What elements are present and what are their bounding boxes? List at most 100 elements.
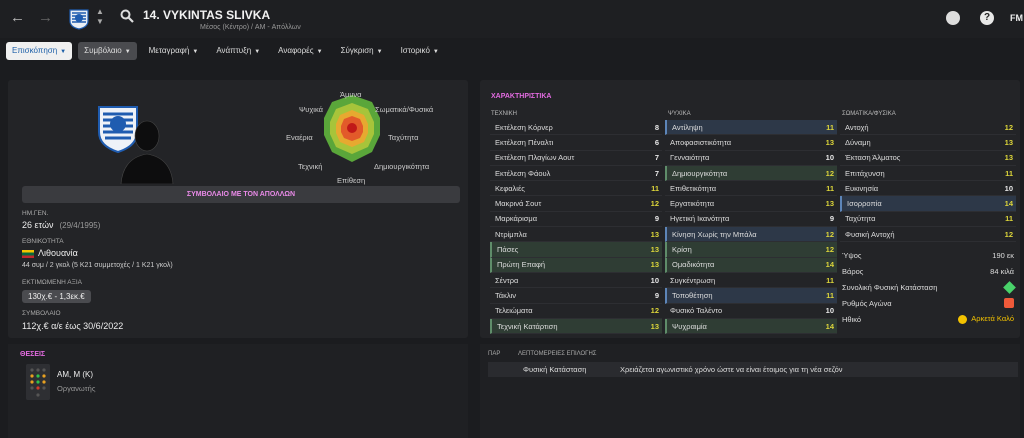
attribute-row[interactable]: Εκτέλεση Πλαγίων Αουτ 7 <box>490 151 662 166</box>
radar-label-mental: Ψυχικά <box>299 105 323 114</box>
attribute-row[interactable]: Πάσες 13 <box>490 242 662 258</box>
selection-col-par: ΠΑΡ <box>488 351 501 357</box>
attribute-row[interactable]: Τάκλιν 9 <box>490 288 662 304</box>
mental-attributes: Αντίληψη 11 Αποφασιστικότητα 13 Γενναιότητα 1… <box>665 120 837 335</box>
attribute-row[interactable]: Επιθετικότητα 11 <box>665 181 837 197</box>
tab-compare[interactable]: Σύγκριση ▼ <box>340 46 383 55</box>
attribute-row[interactable]: Τεχνική Κατάρτιση 13 <box>490 318 662 335</box>
attribute-value: 11 <box>826 122 834 132</box>
tab-overview[interactable]: Επισκόπηση ▼ <box>6 42 73 60</box>
attribute-row[interactable]: Κρίση 12 <box>665 242 837 258</box>
attribute-row[interactable]: Εκτέλεση Κόρνερ 8 <box>490 120 662 136</box>
attribute-row[interactable]: Ντρίμπλα 13 <box>490 227 662 243</box>
attribute-name: Έκταση Άλματος <box>845 153 901 163</box>
chevron-down-icon: ▼ <box>432 49 439 55</box>
attribute-name: Δημιουργικότητα <box>672 168 728 178</box>
attribute-row[interactable]: Ταχύτητα 11 <box>840 212 1016 228</box>
fm-logo[interactable]: FM <box>1010 13 1023 23</box>
attribute-value: 10 <box>650 275 659 285</box>
morale-icon <box>958 314 968 324</box>
tab-contract[interactable]: Συμβόλαιο ▼ <box>78 42 137 60</box>
back-arrow-icon[interactable]: ← <box>10 9 25 26</box>
attribute-row[interactable]: Δύναμη 13 <box>840 135 1016 151</box>
tab-transfer[interactable]: Μεταγραφή ▼ <box>148 46 199 55</box>
positions-panel <box>8 344 468 438</box>
attribute-row[interactable]: Επιτάχυνση 11 <box>840 166 1016 182</box>
attribute-row[interactable]: Γενναιότητα 10 <box>665 151 837 166</box>
attribute-row[interactable]: Ψυχραιμία 14 <box>665 318 837 335</box>
club-crest-large <box>98 106 138 154</box>
attribute-value: 13 <box>650 229 659 239</box>
attribute-row[interactable]: Δημιουργικότητα 12 <box>665 165 837 182</box>
attribute-value: 13 <box>650 245 659 255</box>
tab-reports[interactable]: Αναφορές ▼ <box>278 46 323 55</box>
caps-value: 44 συμ / 2 γκολ (5 Κ21 συμμετοχές / 1 Κ2… <box>22 262 173 269</box>
attribute-value: 9 <box>654 290 659 300</box>
radar-label-attacking: Επίθεση <box>337 176 366 185</box>
attribute-row[interactable]: Ομαδικότητα 14 <box>665 257 837 273</box>
attribute-row[interactable]: Εργατικότητα 13 <box>665 196 837 212</box>
attribute-row[interactable]: Φυσικό Ταλέντο 10 <box>665 304 837 319</box>
forward-arrow-icon[interactable]: → <box>38 9 53 26</box>
attribute-value: 10 <box>1004 183 1013 193</box>
attribute-row[interactable]: Κίνηση Χωρίς την Μπάλα 12 <box>665 227 837 243</box>
attribute-value: 13 <box>650 260 659 270</box>
attributes-title: ΧΑΡΑΚΤΗΡΙΣΤΙΚΑ <box>491 93 552 100</box>
search-icon[interactable] <box>120 9 134 23</box>
attribute-row[interactable]: Συγκέντρωση 11 <box>665 273 837 289</box>
help-icon[interactable]: ? <box>980 11 994 25</box>
attribute-row[interactable]: Ισορροπία 14 <box>840 196 1016 212</box>
attribute-row[interactable]: Αντοχή 12 <box>840 120 1016 136</box>
radar-label-physical: Σωματικά/Φυσικά <box>375 105 434 114</box>
attribute-name: Πάσες <box>497 245 519 255</box>
attribute-value: 7 <box>654 168 659 178</box>
attribute-value: 12 <box>825 229 834 239</box>
attribute-value: 12 <box>825 168 834 178</box>
selection-row-text: Χρειάζεται αγωνιστικό χρόνο ώστε να είνα… <box>620 365 843 374</box>
attribute-row[interactable]: Μακρινά Σουτ 12 <box>490 196 662 212</box>
attribute-row[interactable]: Σέντρα 10 <box>490 273 662 289</box>
attribute-row[interactable]: Έκταση Άλματος 13 <box>840 151 1016 166</box>
technical-attributes: Εκτέλεση Κόρνερ 8 Εκτέλεση Πέναλτι 6 Εκτέλεσ… <box>490 120 662 335</box>
attribute-name: Τάκλιν <box>495 290 517 300</box>
morale-row[interactable]: Ηθικό Αρκετά Καλό <box>842 314 1014 324</box>
attribute-value: 12 <box>650 199 659 209</box>
player-switch-arrows[interactable]: ▲ ▼ <box>96 7 104 26</box>
attribute-value: 11 <box>826 275 834 285</box>
contract-label: ΣΥΜΒΟΛΑΙΟ <box>22 310 61 317</box>
attribute-value: 12 <box>650 306 659 316</box>
attribute-row[interactable]: Αντίληψη 11 <box>665 120 837 136</box>
attribute-value: 11 <box>826 290 834 300</box>
nationality-value[interactable]: Λιθουανία <box>22 248 78 258</box>
attribute-row[interactable]: Εκτέλεση Φάουλ 7 <box>490 166 662 182</box>
attribute-row[interactable]: Εκτέλεση Πέναλτι 6 <box>490 135 662 151</box>
estimated-value[interactable]: 130χ.€ - 1,3εκ.€ <box>22 290 91 303</box>
attribute-value: 13 <box>650 321 659 331</box>
attribute-name: Ομαδικότητα <box>672 260 715 270</box>
attribute-row[interactable]: Φυσική Αντοχή 12 <box>840 227 1016 243</box>
attribute-row[interactable]: Αποφασιστικότητα 13 <box>665 135 837 151</box>
tab-history[interactable]: Ιστορικό ▼ <box>400 46 439 55</box>
attribute-value: 11 <box>826 183 834 193</box>
attribute-name: Κρίση <box>672 245 692 255</box>
attribute-row[interactable]: Μαρκάρισμα 9 <box>490 212 662 228</box>
radar-label-vision: Δημιουργικότητα <box>374 162 430 171</box>
attribute-name: Κίνηση Χωρίς την Μπάλα <box>672 229 757 239</box>
attribute-name: Κεφαλιές <box>495 183 525 193</box>
attribute-value: 12 <box>1004 229 1013 239</box>
club-crest-icon[interactable] <box>68 8 90 30</box>
attribute-row[interactable]: Ηγετική Ικανότητα 9 <box>665 212 837 228</box>
attribute-row[interactable]: Τελειώματα 12 <box>490 304 662 319</box>
position-pitch-icon[interactable] <box>26 364 50 400</box>
attribute-row[interactable]: Ευκινησία 10 <box>840 181 1016 197</box>
tab-development[interactable]: Ανάπτυξη ▼ <box>216 46 261 55</box>
attribute-row[interactable]: Τοποθέτηση 11 <box>665 288 837 304</box>
football-icon[interactable] <box>946 11 960 25</box>
chevron-down-icon: ▼ <box>192 49 199 55</box>
attribute-row[interactable]: Κεφαλιές 11 <box>490 181 662 197</box>
match-sharpness-icon <box>1004 298 1014 308</box>
chevron-down-icon: ▼ <box>316 49 323 55</box>
attribute-row[interactable]: Πρώτη Επαφή 13 <box>490 257 662 273</box>
attribute-name: Επιτάχυνση <box>845 168 885 178</box>
attribute-name: Εκτέλεση Πέναλτι <box>495 137 554 147</box>
